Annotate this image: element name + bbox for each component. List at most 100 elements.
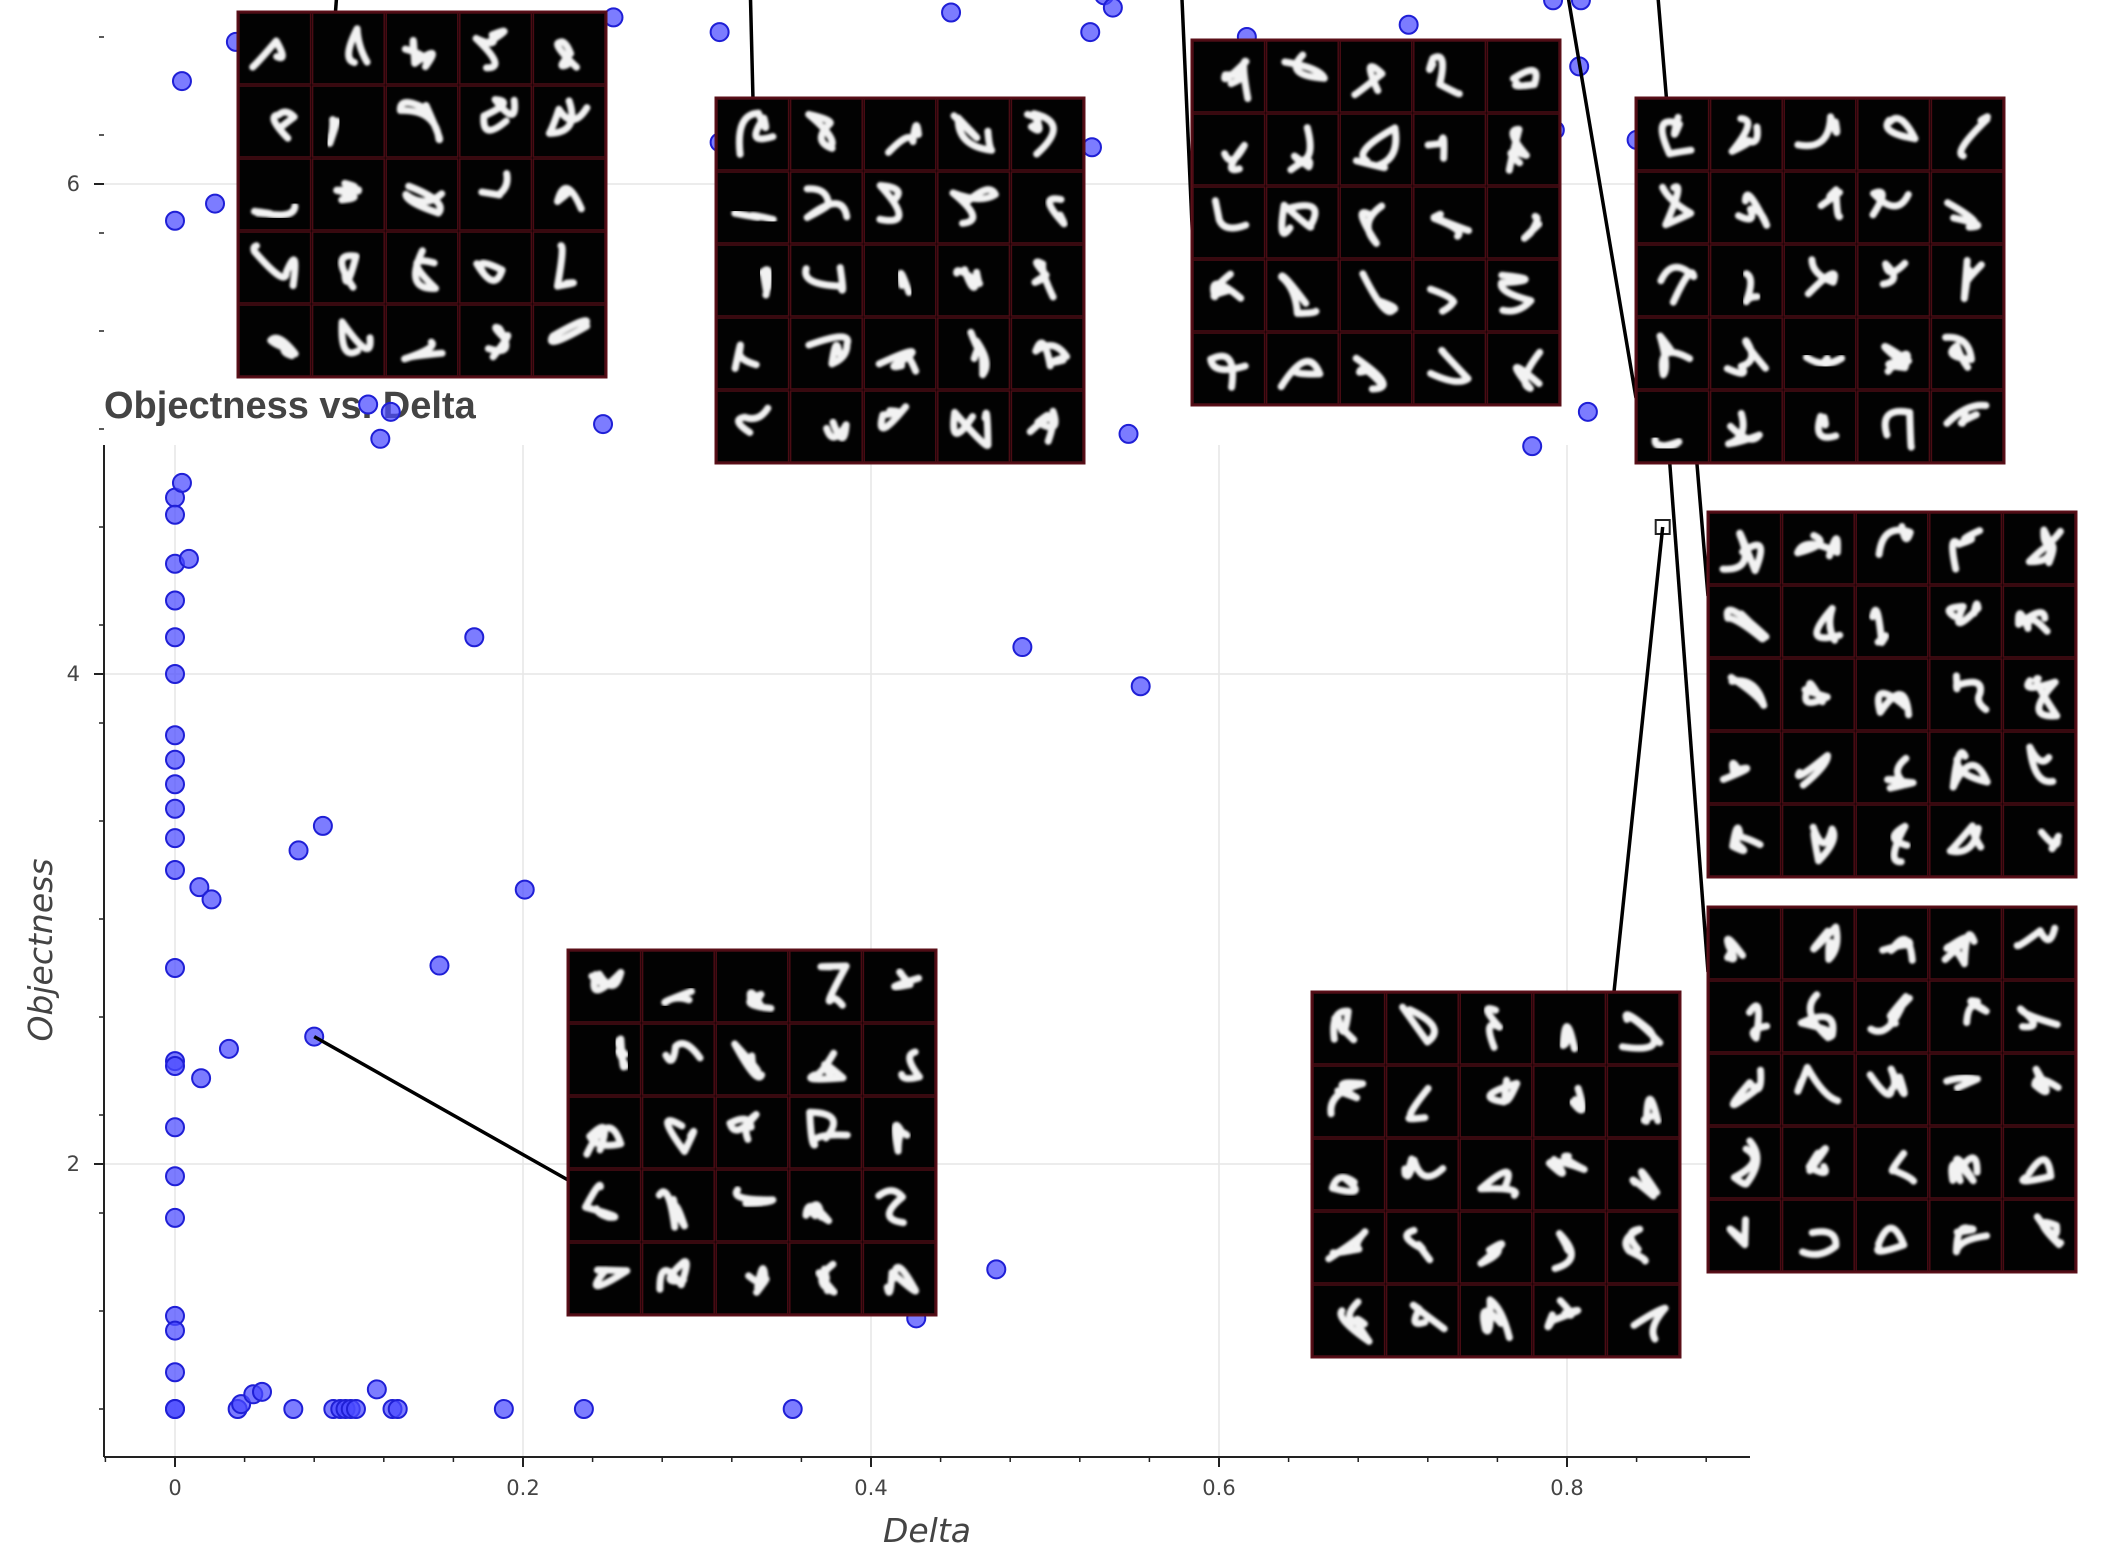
- data-point: [1130, 676, 1151, 697]
- sample-tile: [1855, 658, 1929, 731]
- digit-stroke: [1477, 1240, 1506, 1267]
- sample-tile: [1413, 332, 1487, 405]
- sample-tile: [1192, 186, 1266, 259]
- digit-stroke: [588, 969, 625, 994]
- digit-stroke: [1949, 527, 1984, 573]
- digit-stroke: [1486, 1076, 1521, 1106]
- data-point: [312, 815, 333, 836]
- data-point: [165, 1117, 185, 1138]
- digit-stroke: [250, 242, 299, 290]
- digit-stroke: [1866, 1065, 1908, 1098]
- digit-stroke: [554, 185, 585, 213]
- digit-stroke: [1729, 1066, 1765, 1109]
- digit-stroke: [805, 333, 852, 368]
- digit-stroke: [1794, 532, 1841, 560]
- digit-stroke: [731, 209, 777, 223]
- data-point: [429, 955, 450, 976]
- digit-stroke: [1427, 346, 1472, 385]
- digit-stroke: [1728, 115, 1761, 155]
- sample-tile: [1855, 1126, 1929, 1199]
- sample-tile: [238, 158, 312, 231]
- digit-stroke: [731, 1040, 766, 1081]
- sample-tile: [1385, 1065, 1459, 1138]
- digit-stroke: [1810, 923, 1841, 963]
- sample-tile: [1929, 1199, 2003, 1272]
- sample-tile: [716, 244, 790, 317]
- digit-stroke: [1875, 523, 1914, 558]
- sample-tile: [1533, 1138, 1607, 1211]
- digit-stroke: [1813, 604, 1844, 644]
- digit-stroke: [732, 1186, 777, 1207]
- digit-stroke: [554, 242, 577, 290]
- digit-stroke: [1659, 183, 1695, 229]
- digit-stroke: [1735, 191, 1771, 229]
- sample-image-grids: [236, 10, 2078, 1359]
- x-tick-label: 0.4: [854, 1476, 887, 1500]
- x-tick-label: 0.8: [1550, 1476, 1583, 1500]
- digit-stroke: [803, 185, 851, 221]
- digit-stroke: [1881, 343, 1913, 375]
- sample-tile: [937, 390, 1011, 463]
- digit-stroke: [806, 1108, 851, 1149]
- data-point: [366, 1379, 387, 1400]
- digit-stroke: [1640, 1095, 1662, 1125]
- sample-tile: [789, 1023, 863, 1096]
- data-point: [165, 627, 185, 648]
- digit-stroke: [802, 264, 847, 294]
- digit-stroke: [735, 404, 772, 436]
- digit-stroke: [891, 968, 923, 991]
- digit-stroke: [1804, 256, 1838, 298]
- sample-tile: [937, 244, 1011, 317]
- digit-stroke: [875, 1187, 907, 1227]
- digit-stroke: [1799, 1228, 1840, 1258]
- data-point: [165, 1207, 185, 1228]
- leader-line: [1566, 0, 1638, 399]
- digit-stroke: [338, 318, 374, 357]
- digit-stroke: [402, 182, 446, 217]
- data-point: [165, 664, 185, 684]
- digit-stroke: [726, 1111, 760, 1143]
- digit-stroke: [1879, 935, 1916, 964]
- digit-stroke: [1409, 1301, 1448, 1333]
- data-point: [1577, 401, 1598, 422]
- digit-stroke: [1330, 1007, 1358, 1044]
- digit-stroke: [1630, 1304, 1669, 1343]
- digit-stroke: [614, 1035, 630, 1071]
- data-point: [165, 1399, 185, 1419]
- sample-tile: [1339, 113, 1413, 186]
- digit-stroke: [1727, 673, 1768, 709]
- sample-tile: [1857, 98, 1931, 171]
- digit-stroke: [731, 341, 760, 372]
- digit-stroke: [877, 403, 910, 432]
- digit-stroke: [1359, 270, 1399, 315]
- digit-stroke: [1026, 407, 1059, 445]
- sample-tile: [863, 390, 937, 463]
- data-point: [165, 504, 185, 525]
- digit-stroke: [1551, 1230, 1575, 1272]
- sample-tile: [716, 390, 790, 463]
- digit-stroke: [1401, 1155, 1447, 1180]
- sample-tile: [862, 1169, 936, 1242]
- sample-tile: [1265, 332, 1339, 405]
- digit-stroke: [1430, 210, 1473, 240]
- digit-stroke: [1325, 1228, 1369, 1263]
- x-tick-label: 0.6: [1202, 1476, 1235, 1500]
- sample-tile: [1929, 1053, 2003, 1126]
- digit-stroke: [1944, 199, 1982, 231]
- data-point: [165, 210, 185, 231]
- digit-stroke: [1287, 124, 1314, 174]
- digit-stroke: [1352, 354, 1387, 393]
- digit-stroke: [1794, 1063, 1842, 1105]
- sample-tile: [1265, 113, 1339, 186]
- digit-stroke: [662, 1040, 704, 1064]
- data-point: [782, 1399, 803, 1419]
- digit-stroke: [1545, 1152, 1588, 1177]
- digit-stroke: [2013, 924, 2059, 950]
- data-point: [464, 627, 485, 648]
- sample-tile: [311, 85, 385, 158]
- data-point: [986, 1259, 1007, 1280]
- digit-stroke: [345, 25, 371, 66]
- sample-tile: [1192, 113, 1266, 186]
- digit-stroke: [1883, 114, 1919, 143]
- sample-tile: [311, 231, 385, 304]
